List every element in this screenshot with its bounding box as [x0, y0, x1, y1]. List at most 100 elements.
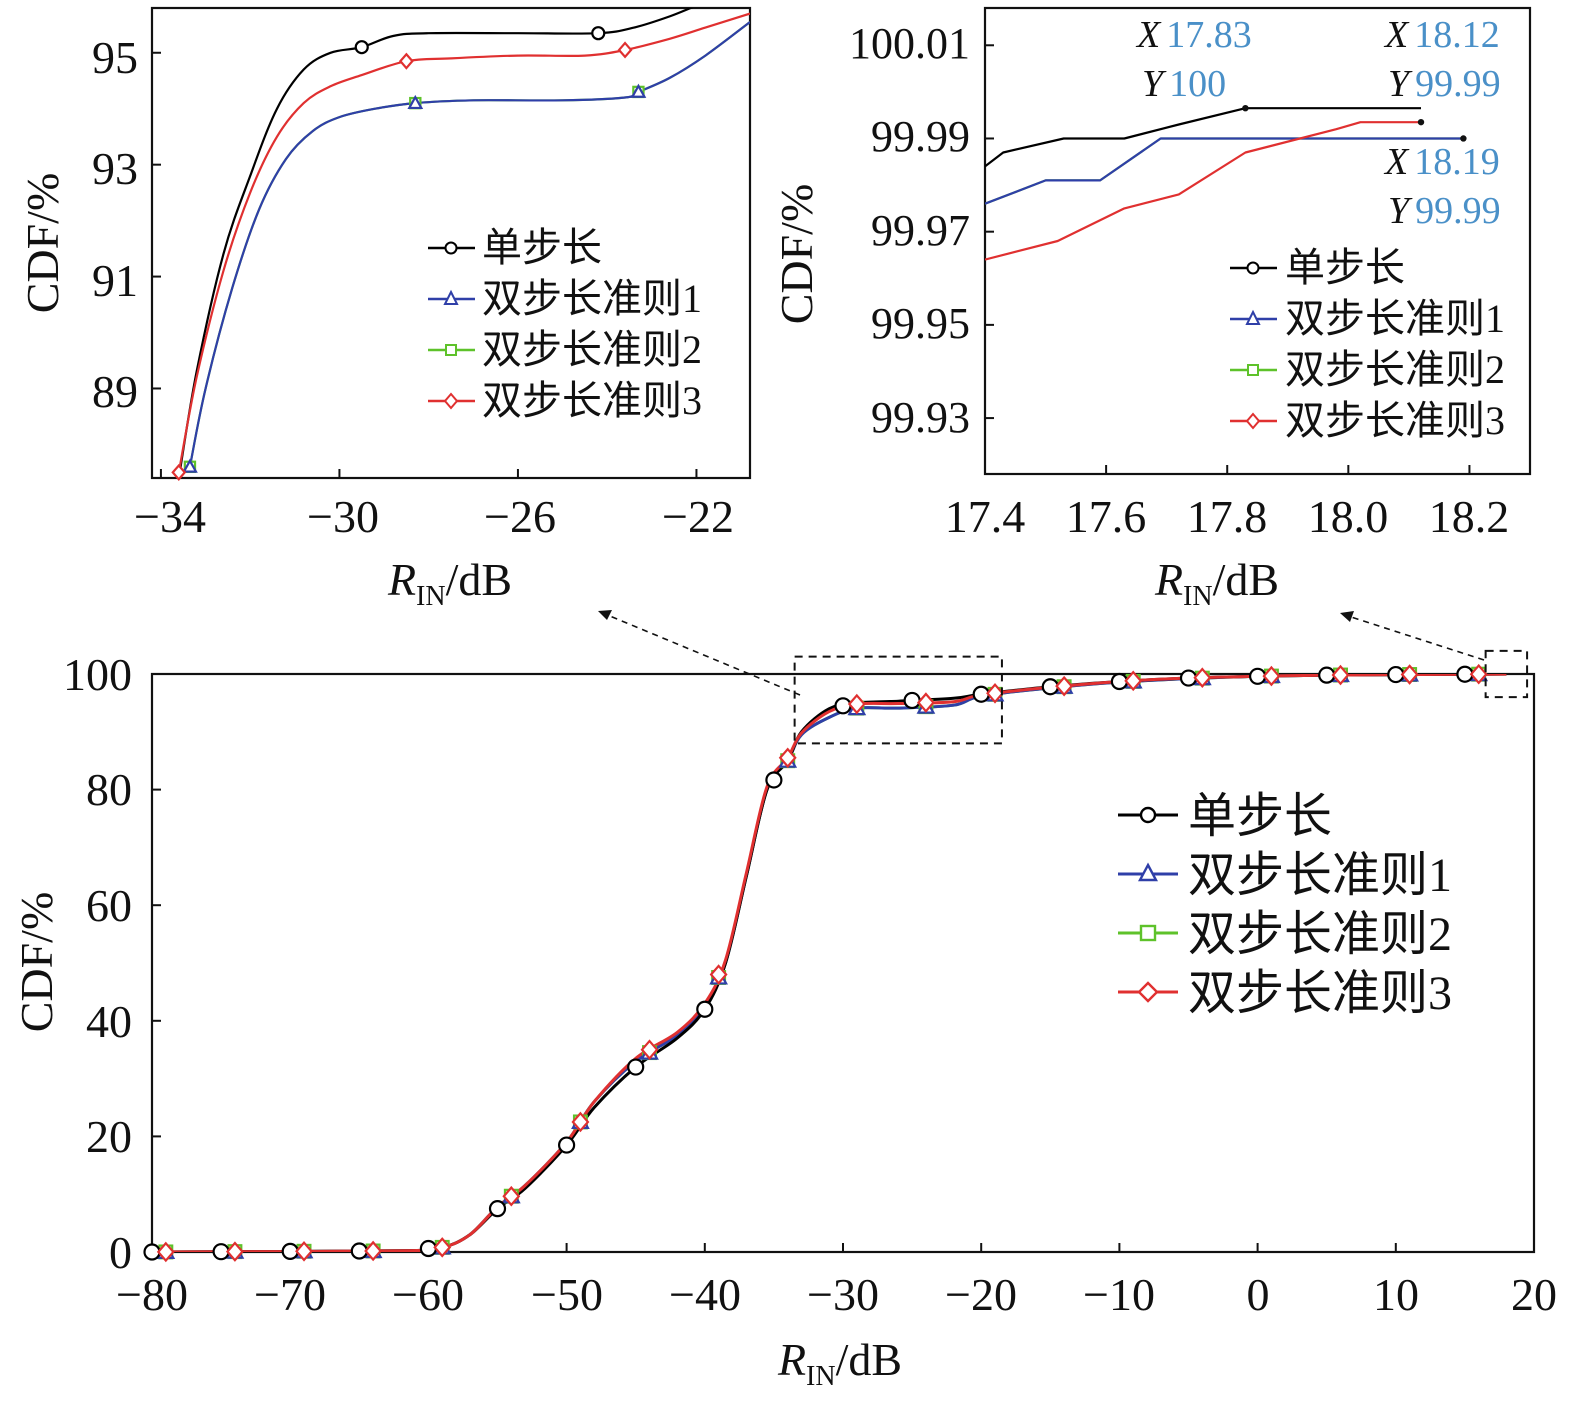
inset-left-x-tick-labels: −34 −30 −26 −22	[134, 491, 734, 542]
main-x-axis-label-main: R	[777, 1334, 806, 1385]
data-point-marker	[295, 1240, 313, 1262]
series-line-2	[152, 674, 1507, 1252]
data-point-marker	[364, 1240, 383, 1262]
data-point-marker	[488, 1200, 507, 1218]
inset-right-y-tick-label: 99.97	[871, 206, 970, 255]
main-x-tick-label: −10	[1083, 1269, 1155, 1320]
series-line-4	[177, 12, 750, 473]
data-point-marker	[834, 697, 852, 715]
inset-left-legend-item: 双步长准则1	[428, 276, 702, 321]
inset-right-x-tick-labels: 17.4 17.6 17.8 18.0 18.2	[945, 491, 1510, 542]
inset-left-chart: −34 −30 −26 −22 89 91 93 95 CDF/% RIN/dB…	[17, 6, 752, 612]
inset-left-ticks	[152, 51, 698, 478]
inset-left-y-tick-label: 95	[92, 32, 138, 83]
main-legend-item: 单步长	[1118, 790, 1332, 843]
data-point-marker	[617, 41, 633, 59]
inset-left-legend-item: 双步长准则2	[428, 327, 702, 372]
main-legend-item: 双步长准则2	[1118, 908, 1452, 961]
series-lines	[985, 107, 1464, 261]
series-line-2	[188, 21, 750, 468]
inset-left-x-tick-label: −22	[662, 491, 734, 542]
main-x-tick-label: −20	[945, 1269, 1017, 1320]
data-point-marker	[765, 771, 783, 789]
main-y-tick-label: 80	[86, 764, 132, 815]
main-x-tick-label: −70	[254, 1269, 326, 1320]
data-point-marker	[1262, 665, 1281, 687]
annotation-x-value: 17.83	[1166, 14, 1252, 56]
inset-right-legend-item: 双步长准则3	[1230, 398, 1505, 443]
inset-right-legend-label: 双步长准则1	[1285, 296, 1505, 341]
main-x-tick-labels: −80 −70 −60 −50 −40 −30 −20 −10 0 10 20	[116, 1269, 1557, 1320]
annotation-y-value: 99.99	[1415, 190, 1501, 232]
series-line-3	[152, 674, 1507, 1252]
main-y-tick-labels: 0 20 40 60 80 100	[63, 649, 132, 1278]
data-point-marker	[571, 1111, 590, 1133]
inset-left-y-tick-label: 93	[92, 143, 138, 194]
inset-right-y-tick-label: 99.93	[871, 393, 970, 442]
data-point-marker	[696, 1000, 714, 1018]
main-x-tick-label: 20	[1511, 1269, 1557, 1320]
inset-right-annotation: X 18.19 Y 99.99	[1383, 141, 1501, 232]
svg-text:Y99.99: Y 99.99	[1388, 63, 1501, 105]
data-point-marker	[1124, 670, 1143, 692]
main-y-tick-label: 60	[86, 880, 132, 931]
inset-right-y-tick-label: 99.99	[871, 112, 970, 161]
main-y-axis-label: CDF/%	[11, 892, 62, 1033]
inset-right-legend-item: 双步长准则1	[1230, 296, 1505, 341]
data-point-marker	[903, 691, 921, 710]
inset-left-frame	[150, 6, 752, 480]
main-legend-item: 双步长准则3	[1118, 967, 1452, 1020]
inset-right-x-tick-label: 17.6	[1066, 491, 1147, 542]
series-markers	[171, 26, 647, 481]
inset-right-frame	[983, 6, 1532, 476]
main-x-tick-label: −30	[807, 1269, 879, 1320]
data-point-marker	[709, 964, 728, 985]
zoom-arrow-right-head	[1340, 611, 1354, 622]
data-point-marker	[972, 685, 990, 703]
inset-right-legend-label: 单步长	[1285, 245, 1405, 290]
main-x-tick-label: −50	[531, 1269, 603, 1320]
zoom-region-box-2	[1484, 649, 1529, 699]
data-point-marker	[354, 40, 369, 55]
zoom-arrow-left	[604, 613, 801, 696]
inset-right-x-tick-label: 18.0	[1308, 491, 1389, 542]
inset-right-x-axis-label-main: R	[1154, 554, 1183, 605]
data-point-marker	[419, 1239, 437, 1258]
data-point-marker	[1041, 678, 1059, 696]
inset-left-x-axis-label-sub: IN	[416, 581, 446, 612]
data-point-marker	[1400, 664, 1419, 685]
annotation-y-prefix: Y	[1388, 63, 1413, 105]
series-lines	[152, 674, 1507, 1252]
inset-right-series	[985, 104, 1467, 261]
inset-right-annotation: X 18.12 Y 99.99	[1383, 14, 1501, 105]
inset-right-chart: 17.4 17.6 17.8 18.0 18.2 99.93 99.95 99.…	[771, 6, 1532, 612]
inset-left-series	[171, 8, 750, 481]
annotation-y-value: 100	[1169, 63, 1226, 105]
main-y-tick-label: 20	[86, 1111, 132, 1162]
annotation-x-prefix: X	[1135, 14, 1162, 56]
data-point-marker	[986, 683, 1004, 704]
data-point-marker	[627, 1058, 645, 1076]
data-point-marker	[156, 1241, 175, 1263]
zoom-arrows	[598, 610, 1485, 696]
inset-right-annotation: X 17.83 Y 100	[1135, 14, 1252, 105]
svg-text:X17.83: X 17.83	[1135, 14, 1252, 56]
inset-left-legend-item: 单步长	[428, 225, 602, 270]
inset-left-x-tick-label: −30	[307, 491, 379, 542]
endpoint-marker	[1242, 104, 1249, 112]
main-x-tick-label: −60	[392, 1269, 464, 1320]
annotation-y-prefix: Y	[1388, 190, 1413, 232]
annotation-x-value: 18.12	[1414, 14, 1500, 56]
inset-left-y-axis-label: CDF/%	[17, 173, 68, 314]
series-markers	[143, 663, 1489, 1263]
inset-left-legend-label: 双步长准则1	[482, 276, 702, 321]
inset-right-y-tick-label: 99.95	[871, 299, 970, 348]
annotation-x-prefix: X	[1383, 14, 1410, 56]
svg-text:Y99.99: Y 99.99	[1388, 190, 1501, 232]
data-point-marker	[591, 26, 606, 41]
data-point-marker	[433, 1237, 452, 1258]
svg-text:X18.19: X 18.19	[1383, 141, 1500, 183]
main-legend-label: 双步长准则1	[1188, 849, 1452, 902]
inset-left-y-tick-label: 91	[92, 255, 138, 306]
inset-right-endpoints	[1242, 104, 1467, 142]
